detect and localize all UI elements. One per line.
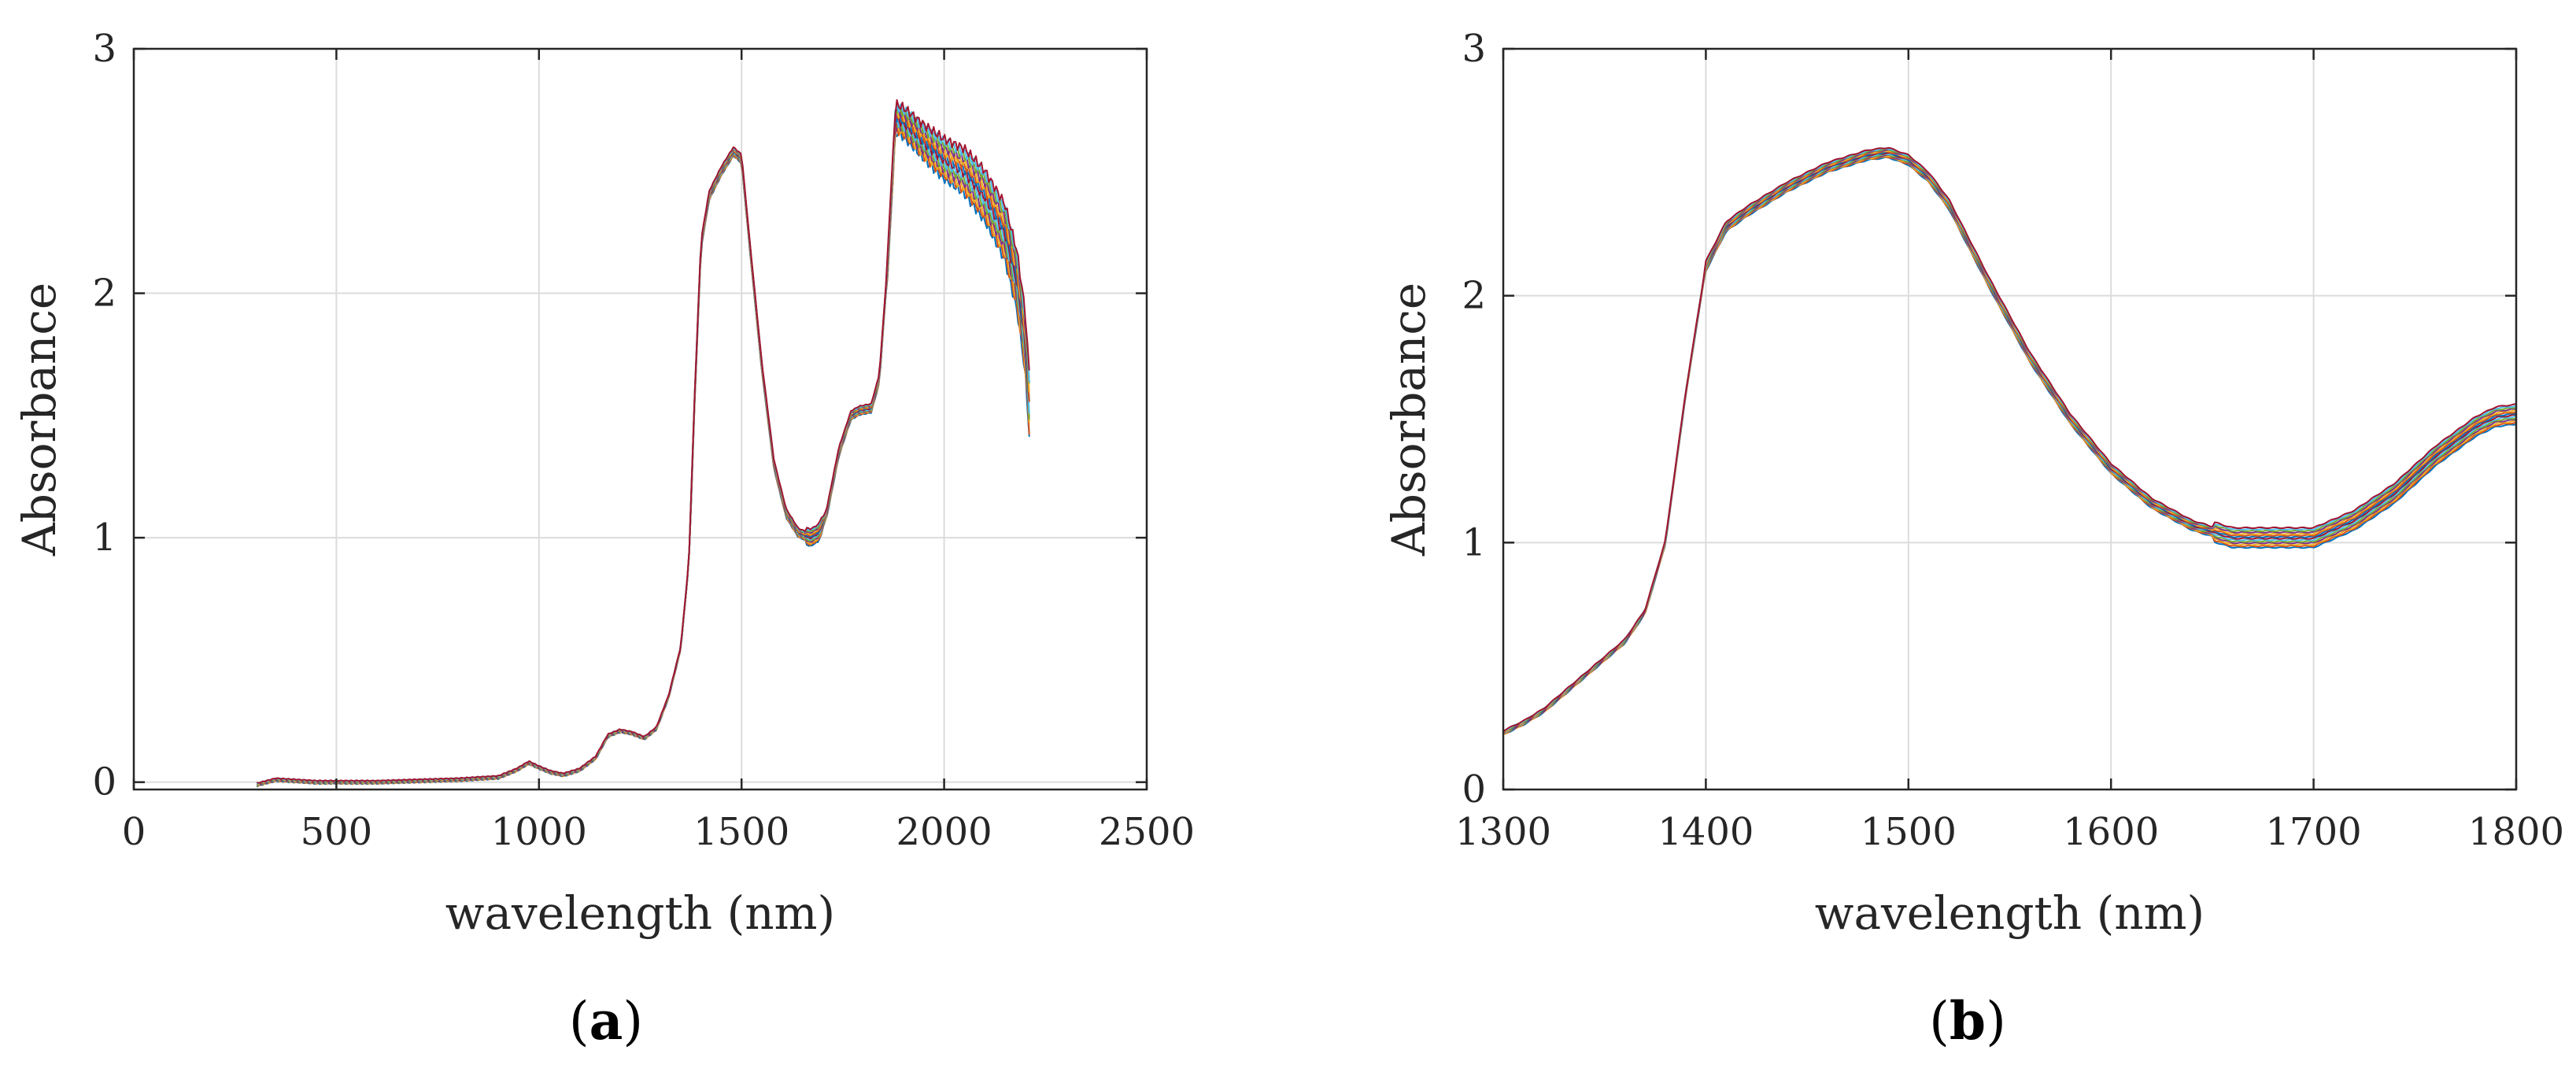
x-tick-label: 1500 [693, 810, 789, 854]
spectrum-line [1502, 156, 2517, 735]
spectrum-line [1502, 153, 2517, 734]
x-tick-label: 2000 [896, 810, 992, 854]
x-tick-label: 1400 [1658, 810, 1754, 854]
chart-panel-a: 0 500 1000 1500 2000 2500 0 1 2 3 wavelength (nm) A… [13, 27, 1195, 1052]
y-axis-label: Absorbance [13, 283, 66, 557]
x-tick-label: 1800 [2468, 810, 2564, 854]
spectrum-line [1502, 149, 2517, 733]
spectrum-line [1502, 150, 2517, 734]
spectrum-line [257, 113, 1030, 786]
spectrum-line [1502, 146, 2517, 732]
spectrum-line [257, 122, 1030, 786]
chart-panel-b: 1300 1400 1500 1600 1700 1800 0 1 2 3 wavelength (… [1382, 27, 2564, 1052]
y-tick-label: 1 [92, 516, 116, 560]
x-axis-label: wavelength (nm) [445, 886, 835, 940]
spectrum-line [1502, 150, 2517, 734]
spectrum-line [257, 111, 1030, 786]
y-tick-label: 2 [1462, 274, 1486, 318]
spectrum-line [1502, 152, 2517, 734]
grid [134, 49, 1147, 790]
x-tick-label: 1000 [491, 810, 587, 854]
spectrum-line [1502, 153, 2517, 735]
spectrum-line [257, 120, 1030, 787]
spectrum-line [1502, 153, 2517, 734]
x-axis-label: wavelength (nm) [1815, 886, 2205, 940]
x-tick-label: 1500 [1861, 810, 1957, 854]
spectrum-line [257, 130, 1030, 788]
spectrum-line [257, 107, 1030, 785]
y-tick-label: 0 [92, 760, 116, 804]
x-tick-label: 500 [301, 810, 373, 854]
x-tick-label: 1700 [2266, 810, 2362, 854]
panel-label: (a) [569, 990, 643, 1052]
spectra [1502, 146, 2517, 736]
y-tick-label: 0 [1462, 767, 1486, 812]
spectrum-line [257, 120, 1030, 786]
y-tick-label: 3 [92, 27, 116, 71]
y-tick-label: 3 [1462, 27, 1486, 71]
spectrum-line [257, 99, 1030, 784]
spectrum-line [1502, 150, 2517, 733]
spectrum-line [257, 127, 1030, 787]
spectrum-line [257, 107, 1030, 786]
spectrum-line [257, 103, 1030, 785]
axes-box [1502, 47, 2518, 791]
spectra [257, 99, 1030, 788]
spectrum-line [257, 105, 1030, 785]
panel-label: (b) [1929, 990, 2006, 1052]
y-tick-label: 1 [1462, 520, 1486, 564]
spectrum-line [1502, 156, 2517, 735]
x-tick-label: 1300 [1455, 810, 1551, 854]
spectrum-line [1502, 148, 2517, 732]
x-tick-label: 1600 [2063, 810, 2159, 854]
y-axis-label: Absorbance [1382, 283, 1436, 557]
y-tick-label: 2 [92, 272, 116, 316]
x-tick-label: 2500 [1099, 810, 1195, 854]
spectrum-line [1502, 155, 2517, 736]
x-tick-label: 0 [122, 810, 146, 854]
grid [1503, 49, 2516, 790]
spectrum-line [257, 116, 1030, 786]
spectrum-line [257, 115, 1030, 786]
spectrum-line [1502, 147, 2517, 732]
axes-box [132, 47, 1148, 791]
